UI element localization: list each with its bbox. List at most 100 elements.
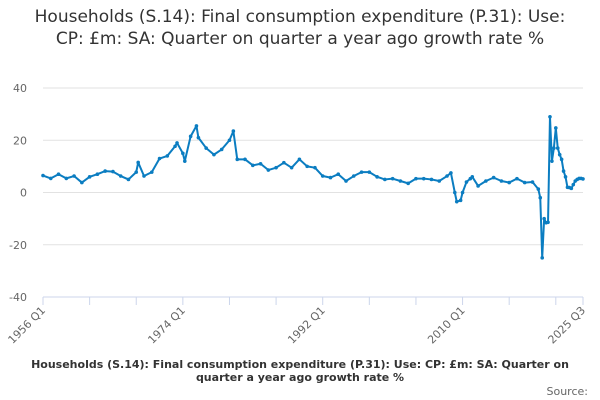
data-point xyxy=(359,170,364,174)
source-label: Source: xyxy=(546,385,589,398)
data-point xyxy=(555,146,560,150)
data-point xyxy=(165,154,170,158)
data-point xyxy=(559,157,564,162)
data-point xyxy=(550,159,554,163)
data-point xyxy=(458,198,463,203)
data-point xyxy=(522,180,527,185)
data-point xyxy=(157,156,162,161)
data-point xyxy=(429,177,434,182)
data-point xyxy=(476,184,480,188)
data-point xyxy=(297,157,302,162)
data-point xyxy=(507,180,511,185)
legend-item[interactable]: Households (S.14): Final consumption exp… xyxy=(31,358,569,384)
x-tick-label: 1956 Q1 xyxy=(6,304,49,347)
data-point xyxy=(103,169,107,173)
data-point xyxy=(266,168,271,172)
data-point xyxy=(563,175,568,179)
data-point xyxy=(95,172,100,177)
data-point xyxy=(118,174,123,178)
data-point xyxy=(542,216,546,221)
data-point xyxy=(227,138,232,143)
data-point xyxy=(398,179,403,183)
y-tick-label: -20 xyxy=(9,239,27,252)
data-point xyxy=(470,175,475,179)
data-point xyxy=(367,170,372,174)
y-tick-label: 20 xyxy=(13,134,27,147)
data-point xyxy=(149,170,154,174)
data-point xyxy=(204,146,208,150)
data-point xyxy=(336,172,341,177)
data-point xyxy=(460,190,465,195)
x-tick-label: 2025 Q3 xyxy=(546,304,589,347)
data-point xyxy=(64,176,69,181)
data-point xyxy=(540,256,545,260)
data-point xyxy=(499,179,504,183)
data-point xyxy=(554,126,558,130)
data-point xyxy=(258,161,263,166)
data-point xyxy=(464,180,469,184)
series-line xyxy=(42,115,584,259)
data-point xyxy=(569,186,574,191)
data-point xyxy=(142,174,146,178)
data-point xyxy=(87,175,92,179)
data-point xyxy=(571,182,576,187)
y-tick-label: -40 xyxy=(9,291,27,304)
data-point xyxy=(320,174,325,178)
x-tick-label: 2010 Q1 xyxy=(425,304,468,347)
data-point xyxy=(406,181,410,186)
data-point xyxy=(390,176,395,181)
data-point xyxy=(491,175,496,180)
data-point xyxy=(375,175,379,179)
data-point xyxy=(581,177,585,181)
data-point xyxy=(536,187,541,191)
data-point xyxy=(515,176,519,181)
data-point xyxy=(530,180,535,184)
data-point xyxy=(274,165,278,170)
data-point xyxy=(313,165,317,170)
data-point xyxy=(445,174,449,178)
data-point xyxy=(219,147,224,152)
data-point xyxy=(561,169,566,173)
x-tick-label: 1992 Q1 xyxy=(285,304,328,347)
data-point xyxy=(41,173,45,178)
data-point xyxy=(188,134,193,139)
data-point xyxy=(282,160,286,165)
data-point xyxy=(351,174,356,178)
data-point xyxy=(243,157,247,162)
data-point xyxy=(484,179,488,183)
data-point xyxy=(414,176,418,181)
data-point xyxy=(111,169,115,174)
data-point xyxy=(134,170,139,174)
data-point xyxy=(72,174,76,178)
data-point xyxy=(383,177,387,182)
data-point xyxy=(231,129,236,133)
x-tick-label: 1974 Q1 xyxy=(145,304,188,347)
data-point xyxy=(552,146,556,150)
data-point xyxy=(181,151,185,156)
data-point xyxy=(452,190,457,195)
data-point xyxy=(538,195,543,200)
data-point xyxy=(182,159,187,163)
data-point xyxy=(194,124,199,128)
data-point xyxy=(173,144,177,149)
data-point xyxy=(546,220,550,225)
data-point xyxy=(449,171,453,175)
chart-title: Households (S.14): Final consumption exp… xyxy=(34,7,566,49)
data-point xyxy=(305,164,309,169)
data-point xyxy=(196,135,201,140)
data-point xyxy=(48,176,53,181)
data-point xyxy=(212,152,216,157)
data-point xyxy=(126,177,131,182)
y-tick-label: 0 xyxy=(20,187,27,200)
y-tick-label: 40 xyxy=(13,82,27,95)
data-point xyxy=(136,160,140,165)
data-point xyxy=(421,176,426,181)
data-point xyxy=(235,157,240,162)
data-point xyxy=(548,114,552,119)
data-point xyxy=(250,163,255,168)
data-point xyxy=(289,165,294,170)
data-point xyxy=(437,179,442,183)
data-point xyxy=(175,141,179,145)
data-point xyxy=(328,175,333,180)
